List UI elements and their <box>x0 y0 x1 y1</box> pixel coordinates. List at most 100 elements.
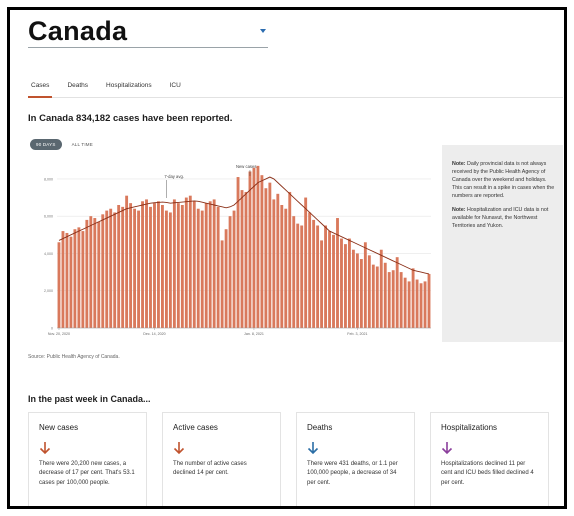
card-new-cases: New cases There were 20,200 new cases, a… <box>28 412 147 506</box>
arrow-down-icon <box>173 442 185 455</box>
tab-hospitalizations[interactable]: Hospitalizations <box>106 82 152 89</box>
bar <box>69 236 73 328</box>
card-title: New cases <box>39 423 79 432</box>
card-title: Hospitalizations <box>441 423 498 432</box>
source-text: Source: Public Health Agency of Canada. <box>28 354 120 360</box>
arrow-down-icon <box>441 442 453 455</box>
bar <box>332 234 335 328</box>
bar <box>133 208 137 328</box>
card-title: Active cases <box>173 423 218 432</box>
bar <box>125 195 129 328</box>
bar <box>391 270 395 328</box>
bar <box>248 171 252 328</box>
arrow-down-icon <box>39 442 51 455</box>
notes-box: Note: Daily provincial data is not alway… <box>442 145 563 342</box>
bar <box>73 229 77 328</box>
bar <box>336 218 339 328</box>
bar <box>288 191 292 328</box>
cases-chart: 0 2,000 4,000 6,000 8,000 Nov. 20, 2020 Dec. 1… <box>44 164 431 336</box>
bar <box>204 203 208 328</box>
bar <box>355 253 359 328</box>
bar <box>145 199 148 328</box>
bar <box>284 208 288 328</box>
series-line <box>58 176 430 275</box>
x-tick-label: Jan. 8, 2021 <box>244 332 264 336</box>
bar <box>411 268 415 328</box>
bar <box>379 249 383 328</box>
x-tick-label: Dec. 14, 2020 <box>143 332 165 336</box>
x-tick-label: Feb. 3, 2021 <box>347 332 367 336</box>
card-text: The number of active cases declined 14 p… <box>173 461 247 477</box>
bar <box>176 203 180 328</box>
bar <box>113 212 117 328</box>
x-tick-label: Nov. 20, 2020 <box>48 332 70 336</box>
bar <box>97 221 101 328</box>
bar <box>164 210 168 328</box>
bar <box>256 165 260 328</box>
bar <box>383 262 387 328</box>
bar <box>268 182 272 328</box>
bar <box>172 199 176 328</box>
bar <box>81 231 85 328</box>
bar <box>252 167 256 328</box>
bar <box>387 272 391 328</box>
bar <box>344 244 347 328</box>
range-90-days-button[interactable]: 90 DAYS <box>30 139 62 150</box>
bar <box>312 219 316 328</box>
range-all-time-button[interactable]: ALL TIME <box>71 142 93 147</box>
bar <box>208 201 212 328</box>
bar <box>375 266 379 328</box>
bar <box>65 232 69 328</box>
bar <box>216 206 220 328</box>
range-toggle: 90 DAYS ALL TIME <box>30 139 99 150</box>
bar <box>105 210 109 328</box>
bar <box>232 210 236 328</box>
bar <box>184 197 188 328</box>
note-label: Note: <box>452 161 466 167</box>
bar <box>153 203 156 328</box>
card-text: There were 20,200 new cases, a decrease … <box>39 461 135 486</box>
bar <box>240 190 244 328</box>
bar <box>161 205 164 328</box>
note-daily-data: Note: Daily provincial data is not alway… <box>452 161 555 201</box>
region-select[interactable]: Canada <box>28 16 268 48</box>
bar <box>121 206 125 328</box>
bar <box>407 281 411 328</box>
bar <box>340 238 343 328</box>
bar <box>399 272 403 328</box>
bar <box>328 231 331 328</box>
y-tick-label: 8,000 <box>44 177 53 181</box>
bar <box>93 218 97 328</box>
bar <box>427 273 431 328</box>
bar <box>141 201 144 328</box>
bar <box>272 199 276 328</box>
y-tick-label: 2,000 <box>44 289 53 293</box>
bar <box>276 193 280 328</box>
bar <box>77 227 81 328</box>
bar <box>129 203 133 328</box>
bar <box>168 212 172 328</box>
bar <box>212 199 216 328</box>
bar <box>367 255 371 328</box>
bar <box>192 201 196 328</box>
tab-cases[interactable]: Cases <box>28 78 53 98</box>
y-tick-label: 0 <box>51 327 53 331</box>
chevron-down-icon <box>260 29 266 33</box>
y-tick-label: 4,000 <box>44 252 53 256</box>
bar <box>89 216 93 328</box>
bar <box>236 177 240 328</box>
note-text: Daily provincial data is not always rece… <box>452 161 555 199</box>
tab-icu[interactable]: ICU <box>169 82 181 89</box>
bar <box>180 205 184 328</box>
bar <box>324 225 327 328</box>
bar <box>85 219 89 328</box>
arrow-down-icon <box>307 442 319 455</box>
tab-deaths[interactable]: Deaths <box>67 82 89 89</box>
bar <box>308 212 312 328</box>
note-hospitalization: Note: Hospitalization and ICU data is no… <box>452 207 555 231</box>
bar <box>292 216 296 328</box>
bar <box>188 195 192 328</box>
cases-headline: In Canada 834,182 cases have been report… <box>28 113 233 124</box>
bar <box>200 210 204 328</box>
y-tick-label: 6,000 <box>44 215 53 219</box>
